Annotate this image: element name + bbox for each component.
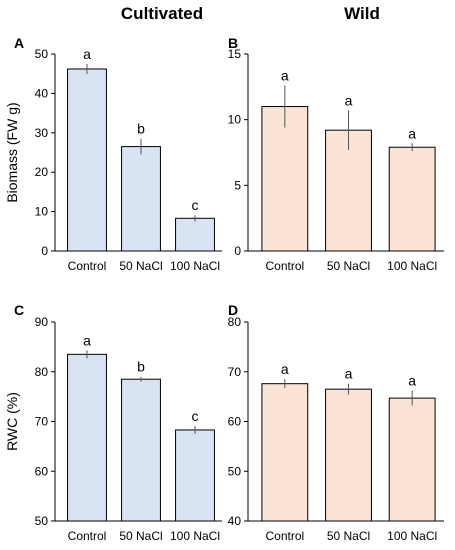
panel-label-c: C [14,302,24,318]
y-tick-label-b: 10 [228,113,242,127]
significance-letter-b-3: a [408,125,416,141]
panel-label-b: B [228,35,238,51]
significance-letter-b-1: a [281,68,289,84]
significance-letter-a-2: b [137,121,145,137]
x-tick-label-d-2: 50 NaCl [327,529,370,543]
y-tick-label-d: 40 [228,514,242,528]
panel-label-a: A [14,35,24,51]
significance-letter-b-2: a [345,92,353,108]
x-tick-label-a-1: Control [68,259,107,273]
significance-letter-d-2: a [345,366,353,382]
bar-b-1 [261,106,309,252]
y-tick-label-a: 10 [35,205,49,219]
y-tick-label-a: 30 [35,126,49,140]
significance-letter-d-1: a [281,361,289,377]
bar-c-3 [175,429,215,522]
y-tick-label-c: 90 [35,315,49,329]
bar-d-1 [261,383,309,522]
bar-a-1 [67,68,107,252]
y-tick-label-c: 60 [35,464,49,478]
y-tick-label-a: 40 [35,86,49,100]
bar-b-3 [388,146,436,252]
y-tick-label-a: 50 [35,47,49,61]
column-title-cultivated: Cultivated [120,4,204,23]
y-tick-label-b: 5 [234,178,241,192]
y-tick-label-d: 80 [228,315,242,329]
x-tick-label-a-3: 100 NaCl [170,259,220,273]
y-tick-label-b: 15 [228,47,242,61]
bar-d-3 [388,397,436,522]
x-tick-label-b-3: 100 NaCl [387,259,437,273]
x-tick-label-c-2: 50 NaCl [119,529,162,543]
y-tick-label-d: 70 [228,365,242,379]
panel-label-d: D [228,302,238,318]
x-tick-label-c-1: Control [68,529,107,543]
significance-letter-a-1: a [83,46,91,62]
significance-letter-c-2: b [137,359,145,375]
x-tick-label-b-2: 50 NaCl [327,259,370,273]
y-tick-label-a: 0 [41,244,48,258]
x-tick-label-b-1: Control [265,259,304,273]
significance-letter-c-1: a [83,332,91,348]
y-tick-label-d: 60 [228,415,242,429]
bar-c-1 [67,353,107,522]
y-tick-label-c: 80 [35,365,49,379]
bar-a-3 [175,217,215,252]
significance-letter-a-3: c [192,197,199,213]
x-tick-label-d-1: Control [265,529,304,543]
y-tick-label-d: 50 [228,464,242,478]
column-title-wild: Wild [344,4,380,23]
x-tick-label-d-3: 100 NaCl [387,529,437,543]
y-axis-label-c: RWC (%) [4,392,20,451]
x-tick-label-c-3: 100 NaCl [170,529,220,543]
bar-d-2 [325,388,372,522]
y-tick-label-a: 20 [35,165,49,179]
bar-c-2 [121,378,161,522]
significance-letter-d-3: a [408,373,416,389]
y-axis-label-a: Biomass (FW g) [4,102,20,202]
y-tick-label-c: 50 [35,514,49,528]
y-tick-label-c: 70 [35,415,49,429]
bar-b-2 [325,129,372,252]
y-tick-label-b: 0 [234,244,241,258]
significance-letter-c-3: c [192,408,199,424]
x-tick-label-a-2: 50 NaCl [119,259,162,273]
bar-a-2 [121,146,161,252]
